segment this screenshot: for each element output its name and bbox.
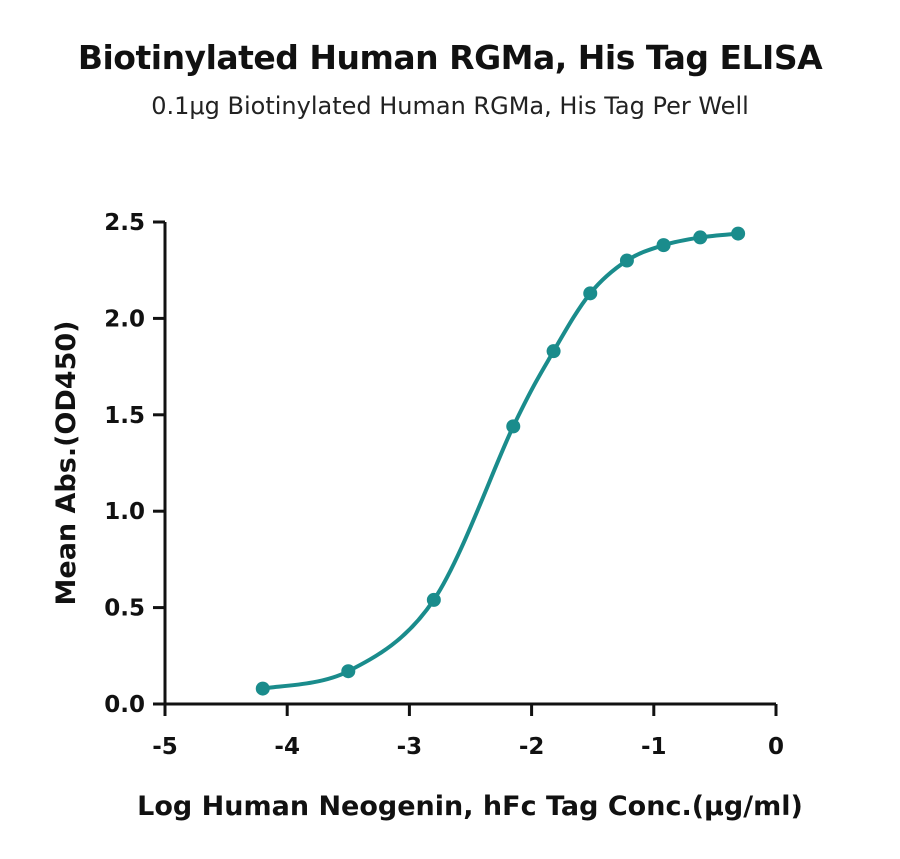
y-tick-label: 1.0: [104, 499, 145, 525]
x-ticks: -5 -4 -3 -2 -1 0: [152, 704, 784, 760]
data-point: [693, 230, 708, 245]
x-tick-label: -1: [641, 734, 667, 760]
data-point: [426, 592, 441, 607]
data-point: [546, 344, 561, 359]
series-line: [260, 231, 741, 691]
axes: [163, 222, 776, 706]
x-tick-label: -5: [152, 734, 178, 760]
y-tick-label: 1.5: [104, 403, 145, 429]
data-point: [506, 419, 521, 434]
y-tick-label: 0.5: [104, 596, 145, 622]
series-layer: [255, 226, 746, 696]
data-point: [656, 238, 671, 253]
data-point: [341, 664, 356, 679]
x-tick-label: -4: [274, 734, 300, 760]
data-point: [619, 253, 634, 268]
x-tick-label: 0: [768, 734, 784, 760]
data-point: [731, 226, 746, 241]
x-tick-label: -2: [519, 734, 545, 760]
y-axis-label: Mean Abs.(OD450): [51, 321, 82, 606]
y-tick-label: 2.5: [104, 210, 145, 236]
chart-subtitle: 0.1μg Biotinylated Human RGMa, His Tag P…: [151, 92, 749, 120]
x-tick-label: -3: [397, 734, 423, 760]
y-ticks: 0.0 0.5 1.0 1.5 2.0 2.5: [104, 210, 165, 718]
chart-title: Biotinylated Human RGMa, His Tag ELISA: [77, 38, 823, 77]
y-tick-label: 0.0: [104, 692, 145, 718]
x-axis-label: Log Human Neogenin, hFc Tag Conc.(μg/ml): [137, 791, 803, 822]
data-point: [583, 286, 598, 301]
y-tick-label: 2.0: [104, 306, 145, 332]
data-point: [255, 681, 270, 696]
